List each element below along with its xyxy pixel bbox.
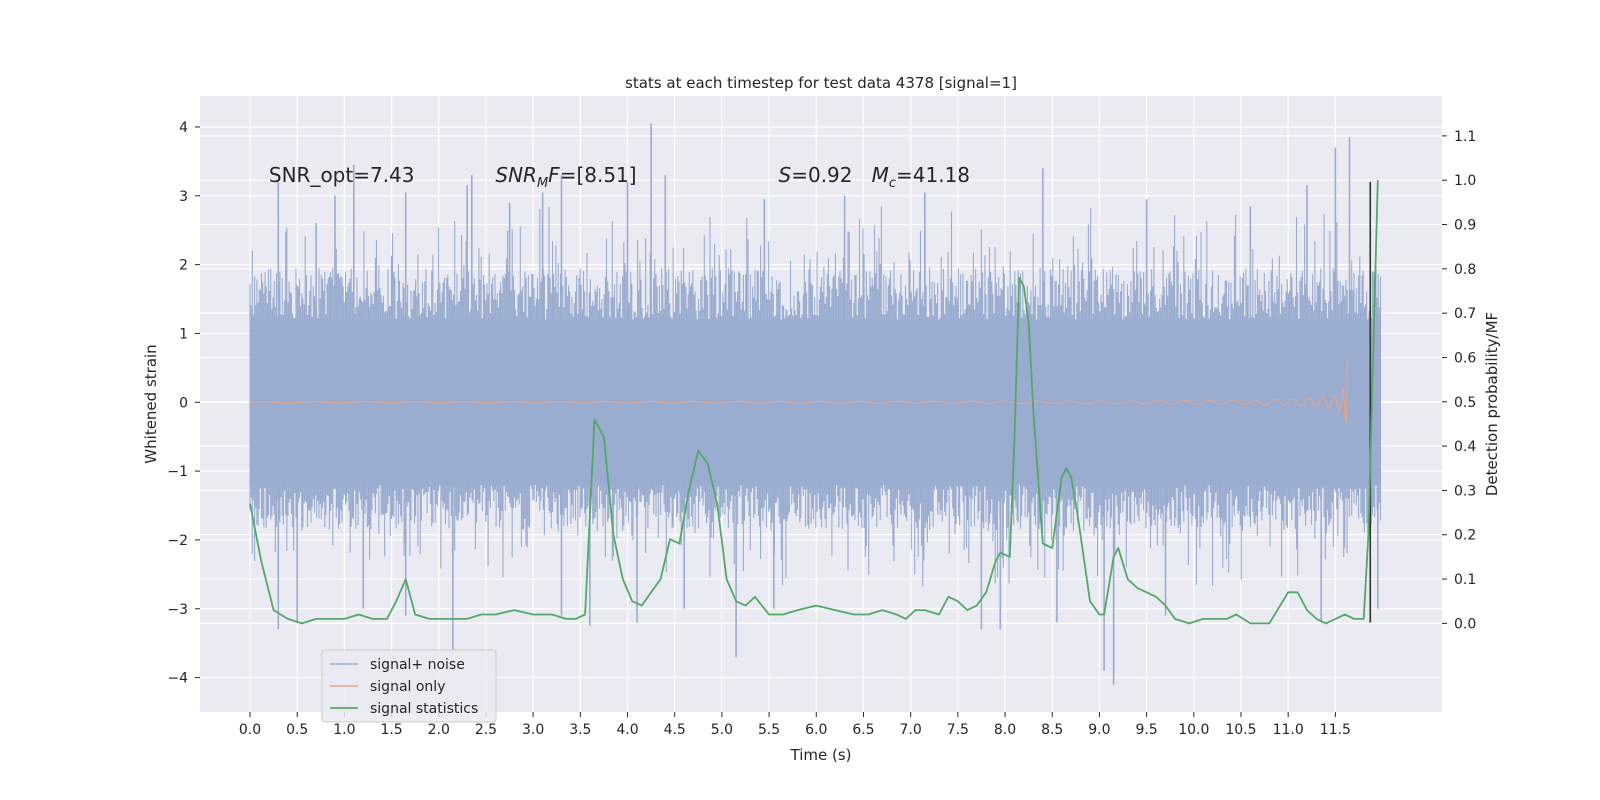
x-tick-label: 11.0 bbox=[1273, 722, 1304, 738]
y2-tick-label: 1.0 bbox=[1454, 173, 1476, 189]
annotation-snr-mf: SNRMF=[8.51] bbox=[495, 163, 636, 191]
x-tick-label: 8.5 bbox=[1041, 722, 1063, 738]
x-tick-label: 0.0 bbox=[239, 722, 261, 738]
x-tick-label: 0.5 bbox=[286, 722, 308, 738]
x-tick-label: 5.5 bbox=[758, 722, 780, 738]
y2-tick-label: 0.4 bbox=[1454, 439, 1476, 455]
x-tick-label: 3.5 bbox=[569, 722, 591, 738]
x-tick-label: 2.5 bbox=[475, 722, 497, 738]
x-tick-label: 7.5 bbox=[947, 722, 969, 738]
y2-tick-label: 0.3 bbox=[1454, 483, 1476, 499]
y2-axis-label: Detection probability/MF bbox=[1483, 312, 1501, 496]
legend-label-signal: signal only bbox=[370, 679, 445, 695]
y-tick-label: 3 bbox=[179, 189, 188, 205]
legend-label-statistics: signal statistics bbox=[370, 701, 478, 717]
y-tick-label: 1 bbox=[179, 326, 188, 342]
x-tick-label: 4.0 bbox=[616, 722, 638, 738]
y2-tick-label: 0.8 bbox=[1454, 262, 1476, 278]
y-tick-label: 0 bbox=[179, 395, 188, 411]
y2-tick-label: 0.9 bbox=[1454, 218, 1476, 234]
y2-tick-label: 1.1 bbox=[1454, 129, 1476, 145]
y-tick-label: −4 bbox=[167, 671, 188, 687]
annotations: SNR_opt=7.43 SNRMF=[8.51] S=0.92 Mc=41.18 bbox=[269, 163, 970, 191]
signal-only-series bbox=[249, 358, 1349, 424]
x-tick-label: 7.0 bbox=[900, 722, 922, 738]
x-tick-label: 4.5 bbox=[664, 722, 686, 738]
x-axis-label: Time (s) bbox=[790, 746, 852, 764]
x-tick-label: 2.0 bbox=[428, 722, 450, 738]
x-axis-ticks: 0.0 0.5 1.0 1.5 2.0 2.5 3.0 3.5 4.0 4.5 5.0 5.5 6.0 6… bbox=[239, 712, 1351, 738]
y-axis-ticks: −4 −3 −2 −1 0 1 2 3 4 bbox=[167, 120, 200, 687]
y2-tick-label: 0.5 bbox=[1454, 395, 1476, 411]
x-tick-label: 11.5 bbox=[1320, 722, 1351, 738]
y-tick-label: −1 bbox=[167, 464, 188, 480]
annotation-s-mc: S=0.92 Mc=41.18 bbox=[779, 163, 971, 191]
y-tick-label: −3 bbox=[167, 602, 188, 618]
y2-axis-ticks: 0.0 0.1 0.2 0.3 0.4 0.5 0.6 0.7 0.8 0.9 1.0 1.1 bbox=[1442, 129, 1476, 632]
x-tick-label: 9.5 bbox=[1135, 722, 1157, 738]
x-tick-label: 5.0 bbox=[711, 722, 733, 738]
x-tick-label: 1.5 bbox=[380, 722, 402, 738]
y-tick-label: −2 bbox=[167, 533, 188, 549]
x-tick-label: 8.0 bbox=[994, 722, 1016, 738]
x-tick-label: 6.0 bbox=[805, 722, 827, 738]
y2-tick-label: 0.6 bbox=[1454, 350, 1476, 366]
y2-tick-label: 0.0 bbox=[1454, 616, 1476, 632]
signal-statistics-series bbox=[249, 180, 1379, 625]
strain-spike-lines bbox=[277, 123, 1379, 685]
signal-statistics-line bbox=[249, 180, 1379, 625]
legend: signal+ noise signal only signal statist… bbox=[321, 649, 497, 723]
y2-tick-label: 0.7 bbox=[1454, 306, 1476, 322]
y-tick-label: 2 bbox=[179, 258, 188, 274]
x-tick-label: 10.0 bbox=[1178, 722, 1209, 738]
x-tick-label: 1.0 bbox=[333, 722, 355, 738]
annotation-snr-opt: SNR_opt=7.43 bbox=[269, 163, 415, 187]
y-tick-label: 4 bbox=[179, 120, 188, 136]
x-tick-label: 9.0 bbox=[1088, 722, 1110, 738]
legend-label-noise: signal+ noise bbox=[370, 657, 465, 673]
chart-title: stats at each timestep for test data 437… bbox=[625, 74, 1017, 92]
x-tick-label: 3.0 bbox=[522, 722, 544, 738]
y2-tick-label: 0.1 bbox=[1454, 572, 1476, 588]
x-tick-label: 10.5 bbox=[1225, 722, 1256, 738]
signal-only-line bbox=[249, 358, 1349, 424]
legend-box bbox=[321, 649, 497, 723]
x-tick-label: 6.5 bbox=[852, 722, 874, 738]
y2-tick-label: 0.2 bbox=[1454, 528, 1476, 544]
y-axis-label: Whitened strain bbox=[142, 344, 160, 463]
